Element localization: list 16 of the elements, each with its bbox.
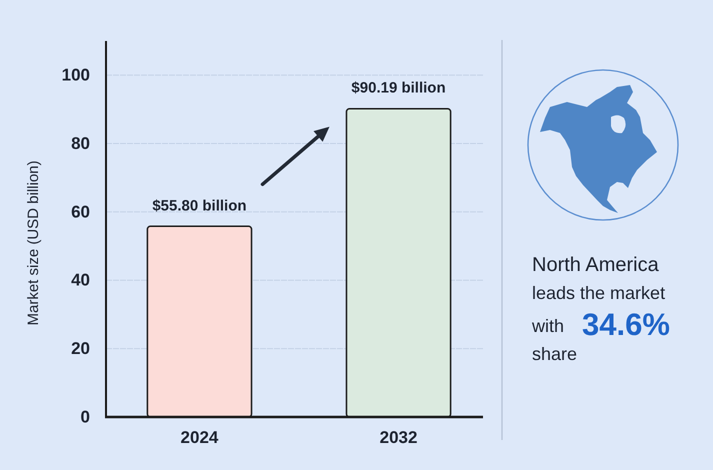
y-tick-label: 100: [62, 66, 90, 85]
data-label: $55.80 billion: [152, 197, 247, 214]
y-tick-label: 20: [71, 339, 90, 358]
y-tick-label: 60: [71, 202, 90, 222]
y-tick-label: 40: [71, 270, 90, 290]
y-tick-label: 80: [71, 134, 90, 153]
data-label: $90.19 billion: [351, 80, 446, 97]
y-tick-label: 0: [80, 407, 90, 426]
x-tick-label: 2032: [380, 428, 418, 448]
x-tick-label: 2024: [180, 428, 219, 448]
text: 34.6%: [582, 307, 670, 342]
text: with: [531, 316, 564, 336]
text: leads the market: [532, 283, 666, 303]
y-axis-title: Market size (USD billion): [25, 160, 42, 326]
text: share: [532, 344, 578, 364]
text: North America: [532, 254, 660, 276]
